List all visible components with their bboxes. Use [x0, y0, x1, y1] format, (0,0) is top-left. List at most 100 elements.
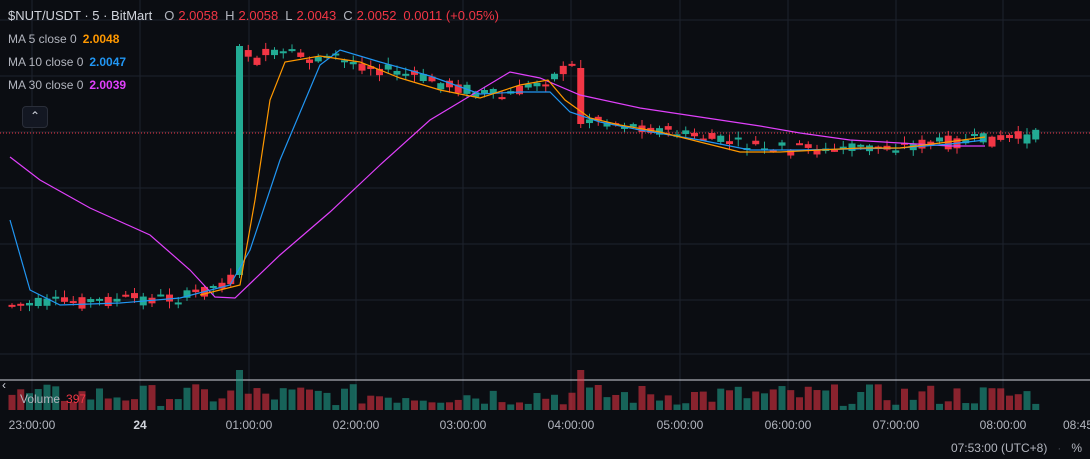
candle-body — [288, 49, 296, 52]
ohlc-change: 0.0011 (+0.05%) — [403, 8, 499, 23]
volume-bar — [69, 402, 77, 410]
candle-body — [358, 63, 366, 71]
time-tick: 23:00:00 — [8, 418, 56, 432]
volume-bar — [78, 391, 86, 410]
volume-bar — [909, 399, 917, 410]
ohlc-low-value: 2.0043 — [296, 8, 337, 23]
candle-body — [227, 274, 235, 285]
volume-bar — [26, 393, 33, 410]
volume-bar — [8, 394, 16, 410]
volume-legend[interactable]: Volume 397 — [20, 392, 86, 406]
volume-bar — [332, 405, 340, 410]
candle-body — [752, 140, 760, 145]
ma10-indicator[interactable]: MA 10 close 0 2.0047 — [8, 52, 502, 72]
volume-bar — [577, 370, 585, 410]
candle-body — [997, 135, 1005, 140]
volume-bar — [52, 386, 60, 410]
time-tick: 02:00:00 — [332, 418, 380, 432]
candle-body — [472, 92, 480, 97]
candle-body — [691, 132, 698, 137]
ohlc-low-key: L — [285, 8, 293, 23]
volume-bar — [489, 390, 497, 410]
volume-bar — [192, 384, 200, 410]
volume-bar — [796, 397, 803, 410]
candle-body — [586, 119, 593, 124]
volume-bar — [726, 390, 733, 410]
symbol-title[interactable]: $NUT/USDT · 5 · BitMart — [8, 8, 153, 23]
volume-bar — [647, 394, 655, 410]
volume-bar — [699, 391, 707, 410]
ohlc-open-key: O — [164, 8, 175, 23]
volume-bar — [227, 390, 235, 410]
ohlc-close-value: 2.0052 — [356, 8, 397, 23]
volume-bar — [174, 399, 182, 410]
time-tick: 24 — [133, 418, 147, 432]
ohlc-high-value: 2.0058 — [238, 8, 279, 23]
candle-body — [524, 83, 532, 88]
volume-bar — [61, 400, 68, 410]
candle-body — [17, 303, 25, 306]
volume-bar — [804, 386, 812, 410]
ma5-indicator[interactable]: MA 5 close 0 2.0048 — [8, 29, 502, 49]
candle-body — [78, 297, 86, 309]
candle-body — [892, 150, 900, 153]
volume-bar — [953, 388, 961, 410]
candle-body — [682, 130, 690, 135]
volume-bar — [1032, 403, 1040, 410]
time-tick: 08:00:00 — [979, 418, 1027, 432]
volume-bar — [367, 395, 375, 410]
volume-bar — [314, 390, 322, 410]
volume-bar — [472, 398, 480, 410]
volume-bar — [761, 393, 768, 410]
candle-body — [726, 141, 733, 145]
candle-body — [52, 296, 60, 299]
volume-bar — [341, 388, 348, 410]
volume-bar — [682, 403, 690, 410]
candle-body — [428, 76, 436, 82]
ohlc-close-key: C — [343, 8, 353, 23]
time-tick: 05:00:00 — [656, 418, 704, 432]
candle-body — [104, 296, 112, 306]
volume-bar — [279, 388, 287, 410]
volume-bar — [402, 398, 410, 410]
legend-collapse-button[interactable]: ⌃ — [22, 106, 48, 128]
candle-body — [551, 73, 558, 80]
volume-bar — [638, 385, 646, 410]
candle-body — [87, 299, 95, 303]
volume-bar — [708, 401, 716, 410]
volume-bar — [253, 388, 261, 410]
volume-bar — [446, 402, 453, 410]
time-tick: 08:45 — [1062, 418, 1090, 432]
candle-body — [279, 51, 287, 54]
candle-body — [734, 137, 742, 140]
candle-body — [489, 88, 497, 94]
candle-body — [96, 298, 103, 301]
candle-body — [306, 59, 313, 63]
candle-body — [419, 73, 427, 82]
candle-body — [1032, 129, 1040, 140]
ma30-label: MA 30 close 0 — [8, 78, 84, 92]
ma10-line — [9, 49, 986, 306]
candle-body — [516, 85, 523, 95]
candle-body — [778, 142, 786, 146]
clock-timezone[interactable]: 07:53:00 (UTC+8) — [950, 441, 1048, 455]
volume-bar — [717, 388, 725, 410]
candle-body — [271, 49, 278, 56]
volume-bar — [1014, 394, 1022, 410]
candle-body — [314, 56, 322, 62]
volume-bar — [384, 397, 392, 410]
volume-bar — [131, 399, 138, 410]
candle-body — [804, 144, 812, 148]
volume-bar — [971, 403, 978, 410]
ma30-indicator[interactable]: MA 30 close 0 2.0039 — [8, 75, 502, 95]
candle-body — [393, 70, 401, 75]
chevron-left-icon[interactable]: ‹ — [2, 378, 6, 392]
volume-bar — [551, 394, 558, 410]
time-tick: 04:00:00 — [547, 418, 595, 432]
percent-toggle[interactable]: % — [1071, 441, 1082, 455]
candle-body — [542, 84, 550, 87]
candle-body — [253, 57, 261, 65]
volume-bar — [962, 403, 970, 410]
volume-bar — [393, 402, 401, 410]
